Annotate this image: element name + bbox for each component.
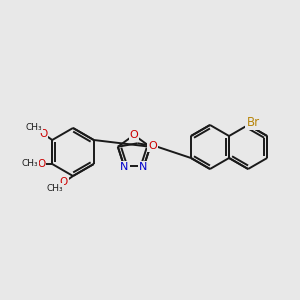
Text: N: N	[120, 162, 129, 172]
Text: O: O	[130, 130, 138, 140]
Text: O: O	[60, 177, 68, 187]
Text: CH₃: CH₃	[22, 160, 38, 169]
Text: N: N	[139, 162, 148, 172]
Text: O: O	[148, 141, 157, 151]
Text: Br: Br	[247, 116, 260, 128]
Text: CH₃: CH₃	[47, 184, 63, 193]
Text: O: O	[37, 159, 45, 169]
Text: O: O	[39, 129, 47, 139]
Text: CH₃: CH₃	[26, 123, 43, 132]
